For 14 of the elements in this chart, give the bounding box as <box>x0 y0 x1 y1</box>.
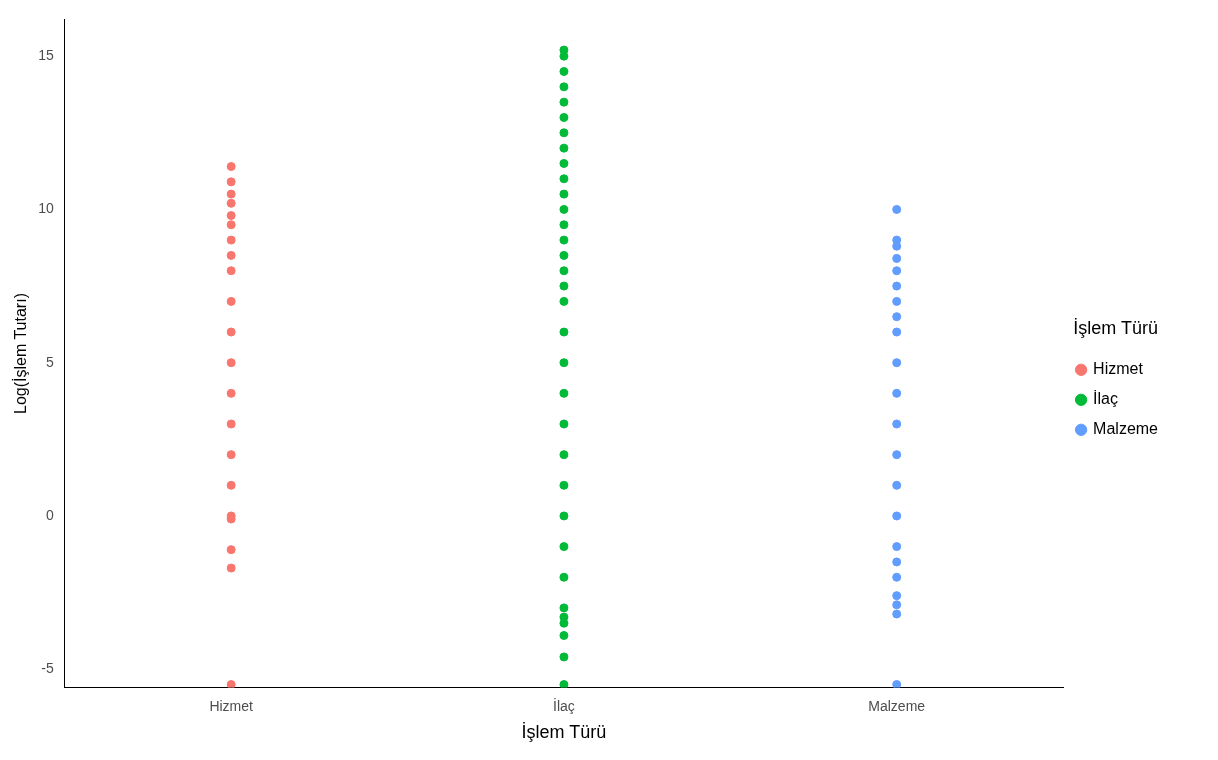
x-tick-label: Malzeme <box>868 697 926 714</box>
x-tick-label: İlaç <box>553 696 575 714</box>
legend-label: İlaç <box>1093 389 1118 408</box>
y-axis-title: Log(İşlem Tutarı) <box>11 293 30 414</box>
legend-label: Hizmet <box>1093 360 1144 378</box>
legend-label: Malzeme <box>1093 420 1159 438</box>
y-tick-label: 5 <box>45 353 54 370</box>
y-tick-label: 10 <box>38 200 54 217</box>
y-tick-label: -5 <box>41 660 54 677</box>
x-tick-label: Hizmet <box>209 697 254 714</box>
legend-title: İşlem Türü <box>521 722 607 743</box>
x-axis-title: İşlem Türü <box>1073 318 1158 339</box>
y-tick-label: 0 <box>45 506 54 523</box>
y-tick-label: 15 <box>38 47 54 64</box>
